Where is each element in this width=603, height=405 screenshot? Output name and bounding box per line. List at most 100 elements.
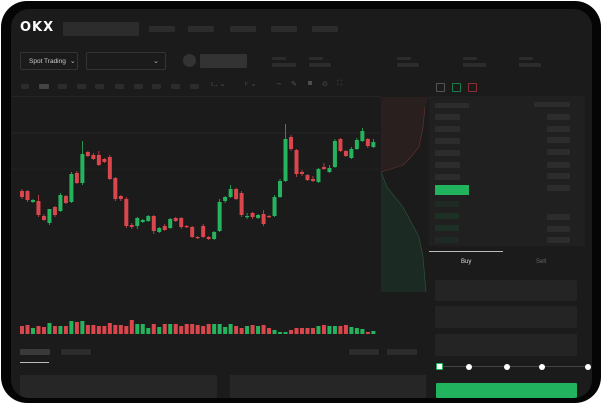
settings-icon[interactable]: ⊙ — [322, 81, 328, 88]
ask-row[interactable] — [435, 162, 460, 168]
line-icon[interactable]: ∼ — [276, 81, 282, 88]
timeframe-button[interactable] — [21, 84, 29, 89]
book-asks-icon[interactable] — [468, 83, 477, 92]
volume-bar — [234, 326, 239, 334]
candle — [338, 139, 343, 151]
pencil-icon[interactable]: ✎ — [291, 81, 297, 88]
timeframe-button[interactable] — [115, 84, 124, 89]
candle — [234, 189, 239, 199]
ask-row[interactable] — [435, 114, 460, 120]
price-input[interactable] — [435, 280, 577, 301]
order-book — [429, 96, 585, 246]
stat-label — [309, 57, 323, 60]
bid-row[interactable] — [435, 201, 459, 207]
book-bids-icon[interactable] — [452, 83, 461, 92]
volume-bar — [212, 324, 217, 334]
candle — [289, 137, 294, 149]
volume-bar — [47, 323, 52, 334]
slider-handle[interactable] — [436, 363, 443, 370]
volume-bar — [85, 325, 90, 334]
timeframe-button[interactable] — [58, 84, 67, 89]
tab-order-history[interactable] — [61, 349, 91, 355]
volume-bar — [245, 326, 250, 334]
ask-row[interactable] — [435, 174, 460, 180]
nav-item[interactable] — [188, 26, 214, 32]
timeframe-button[interactable] — [134, 84, 143, 89]
volume-bar — [168, 324, 173, 334]
nav-item[interactable] — [312, 26, 338, 32]
okx-logo[interactable]: OKX — [20, 20, 55, 35]
volume-bar — [217, 324, 222, 334]
pair-select[interactable]: ⌄ — [86, 52, 166, 70]
candle — [239, 193, 244, 215]
candle — [299, 172, 304, 174]
candle — [96, 155, 101, 165]
ask-amount — [547, 162, 570, 168]
tab-open-orders[interactable] — [20, 349, 50, 355]
tab-buy[interactable]: Buy — [461, 259, 472, 265]
candle — [168, 219, 173, 228]
nav-item[interactable] — [271, 26, 297, 32]
volume-bar — [20, 326, 24, 334]
ask-amount — [547, 114, 570, 120]
timeframe-button[interactable] — [152, 84, 161, 89]
tab-underline — [20, 362, 49, 363]
nav-item[interactable] — [149, 26, 175, 32]
slider-mark-75[interactable] — [539, 364, 545, 370]
ask-row[interactable] — [435, 138, 460, 144]
ask-row[interactable] — [435, 150, 460, 156]
bid-row[interactable] — [435, 237, 459, 243]
bid-amount — [547, 237, 570, 243]
search-input[interactable] — [63, 22, 139, 36]
candle — [310, 179, 315, 181]
candle — [135, 218, 140, 226]
candle — [20, 191, 24, 197]
volume-bar — [190, 324, 195, 334]
timeframe-button[interactable] — [95, 84, 104, 89]
candle — [190, 227, 195, 237]
ask-amount — [547, 137, 570, 143]
indicator-icon[interactable]: ⊦ ⌄ — [245, 81, 257, 88]
timeframe-button[interactable] — [190, 84, 199, 89]
ask-row[interactable] — [435, 126, 460, 132]
timeframe-button[interactable] — [171, 84, 180, 89]
book-both-icon[interactable] — [436, 83, 445, 92]
stat-label — [519, 57, 533, 60]
timeframe-button[interactable] — [77, 84, 86, 89]
slider-mark-25[interactable] — [466, 364, 472, 370]
candle — [113, 178, 118, 199]
slider-mark-100[interactable] — [585, 364, 591, 370]
candle-type-icon[interactable]: ı‥ ⌄ — [211, 81, 226, 88]
timeframe-button-active[interactable] — [39, 84, 49, 89]
nav-item[interactable] — [230, 26, 256, 32]
buy-button[interactable] — [436, 383, 577, 398]
volume-bar — [250, 325, 255, 334]
amount-input[interactable] — [435, 306, 577, 328]
slider-mark-50[interactable] — [504, 364, 510, 370]
ask-amount — [547, 126, 570, 132]
volume-bar — [289, 330, 294, 334]
candle — [360, 131, 365, 141]
slider-track[interactable] — [441, 366, 589, 367]
volume-bar — [310, 328, 315, 334]
trading-mode-select[interactable]: Spot Trading ⌄ — [20, 52, 78, 70]
camera-icon[interactable]: ◙ — [308, 80, 313, 87]
filter-button[interactable] — [349, 349, 379, 355]
trading-mode-label: Spot Trading — [29, 57, 66, 65]
candle — [343, 151, 348, 156]
volume-bar — [239, 328, 244, 334]
stat-label — [272, 57, 286, 60]
total-input[interactable] — [435, 334, 577, 356]
tab-sell[interactable]: Sell — [536, 259, 547, 265]
bid-row[interactable] — [435, 225, 459, 231]
volume-bar — [140, 324, 145, 334]
candle — [316, 169, 321, 182]
candlestick-chart[interactable] — [11, 97, 383, 337]
candle — [124, 199, 129, 226]
assets-panel — [230, 375, 426, 398]
fullscreen-icon[interactable]: ⛶ — [337, 80, 342, 87]
bid-row[interactable] — [435, 213, 459, 219]
filter-button[interactable] — [387, 349, 417, 355]
candle — [261, 214, 266, 224]
volume-bar — [321, 325, 326, 334]
